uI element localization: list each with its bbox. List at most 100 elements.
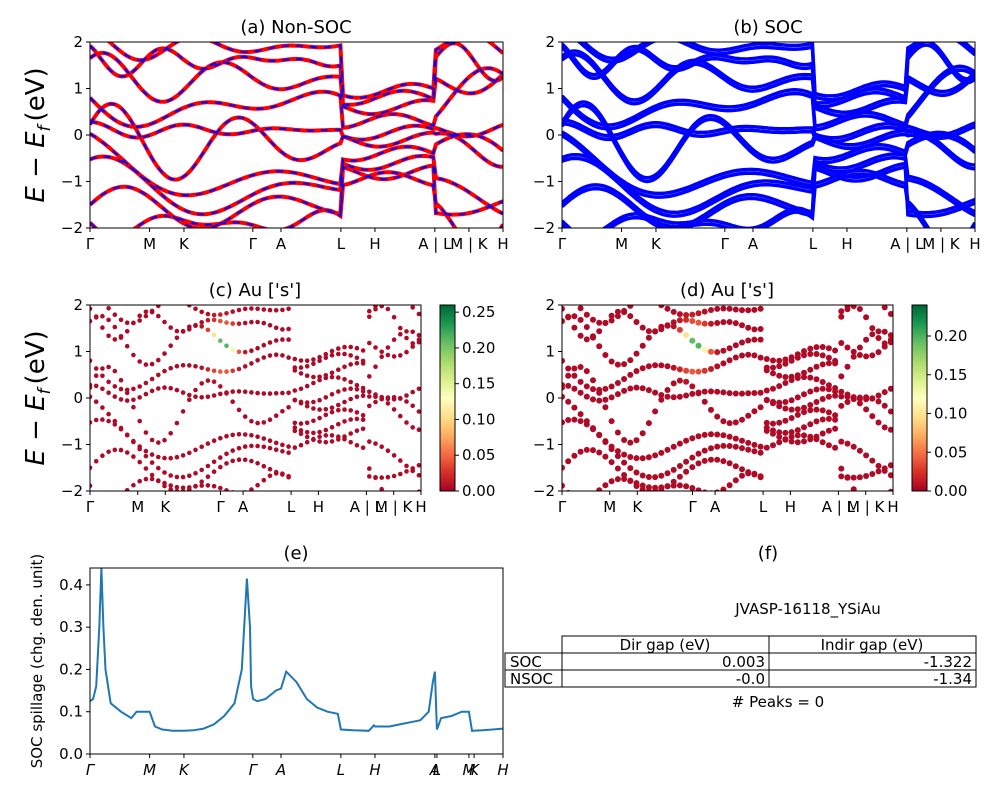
projection-point xyxy=(162,368,167,374)
colorbar-tick-label: 0.10 xyxy=(462,410,495,428)
projection-point xyxy=(645,363,652,370)
projection-point xyxy=(238,490,240,491)
panel-d-title: (d) Au ['s'] xyxy=(680,280,774,301)
projection-point xyxy=(379,475,385,480)
projection-point xyxy=(590,377,596,384)
projection-point xyxy=(261,342,267,348)
projection-point xyxy=(670,364,677,371)
projection-point xyxy=(174,328,180,334)
projection-point xyxy=(391,407,397,412)
projection-point xyxy=(106,411,111,417)
projection-point xyxy=(670,482,677,489)
projection-point xyxy=(100,405,105,410)
projection-point xyxy=(416,409,421,414)
projection-point xyxy=(813,436,820,443)
projection-point xyxy=(385,306,391,312)
projection-point xyxy=(137,418,142,424)
ytick-label: 0.0 xyxy=(59,745,83,763)
projection-point xyxy=(118,425,124,431)
projection-point xyxy=(156,440,161,445)
projection-point xyxy=(230,458,235,464)
projection-point xyxy=(745,351,752,358)
projection-point xyxy=(819,361,826,368)
band-line xyxy=(562,165,975,228)
projection-point xyxy=(292,356,298,362)
xtick-label: L xyxy=(287,498,296,516)
projection-point xyxy=(199,479,204,485)
projection-point xyxy=(757,443,764,450)
projection-point xyxy=(298,431,304,437)
projection-point xyxy=(887,311,893,317)
projection-point xyxy=(354,410,360,415)
projection-point xyxy=(801,374,807,381)
xtick-label: Γ xyxy=(721,235,730,253)
projection-point xyxy=(131,482,136,488)
projection-point xyxy=(286,337,291,342)
projection-point xyxy=(224,451,229,457)
projection-point xyxy=(174,420,180,426)
projection-point xyxy=(602,352,609,358)
projection-point xyxy=(280,327,285,332)
projection-point xyxy=(280,337,285,342)
projection-point xyxy=(156,357,161,363)
projection-point xyxy=(385,448,391,454)
projection-point xyxy=(745,446,752,453)
projection-point xyxy=(367,314,372,320)
projection-point xyxy=(329,392,335,397)
projection-point xyxy=(304,420,310,426)
projection-point xyxy=(807,407,814,414)
projection-point xyxy=(875,335,882,341)
projection-point xyxy=(695,487,702,491)
projection-point xyxy=(292,397,298,403)
projection-point xyxy=(825,409,832,416)
projection-point xyxy=(329,370,335,376)
projection-point xyxy=(367,308,372,314)
colorbar-tick-label: 0.15 xyxy=(462,375,495,393)
projection-point xyxy=(562,482,565,489)
projection-point xyxy=(658,392,665,398)
ytick-label: −2 xyxy=(61,219,83,237)
projection-point xyxy=(261,444,267,450)
projection-point xyxy=(255,306,260,312)
xtick-label: H xyxy=(415,498,426,516)
projection-point xyxy=(360,445,366,451)
projection-point xyxy=(391,473,397,479)
projection-point xyxy=(614,476,621,483)
projection-point xyxy=(211,368,217,374)
projection-point xyxy=(683,312,690,318)
colorbar-tick-label: 0.00 xyxy=(462,482,495,500)
projection-point xyxy=(255,434,260,440)
projection-point xyxy=(608,383,615,390)
projection-point xyxy=(757,389,764,396)
xtick-label: A xyxy=(276,235,287,253)
projection-point xyxy=(348,439,354,445)
projection-point xyxy=(267,417,273,423)
projection-point xyxy=(602,438,609,445)
xtick-label: H xyxy=(887,498,898,516)
projection-point xyxy=(763,419,770,426)
projection-point xyxy=(392,294,397,299)
panel-e-spillage xyxy=(90,568,503,732)
xtick-label: Γ xyxy=(216,498,225,516)
projection-point xyxy=(199,365,204,371)
projection-point xyxy=(584,496,590,502)
projection-point xyxy=(633,437,640,444)
projection-point xyxy=(118,377,124,383)
projection-point xyxy=(825,345,832,352)
projection-point xyxy=(776,399,783,406)
projection-point xyxy=(739,472,745,479)
projection-point xyxy=(739,445,745,452)
projection-point xyxy=(386,296,391,301)
projection-point xyxy=(794,411,801,418)
projection-point xyxy=(342,351,347,357)
projection-point xyxy=(887,332,893,339)
xtick-label: K xyxy=(160,498,171,516)
projection-point xyxy=(118,397,124,402)
projection-point xyxy=(590,492,596,498)
projection-point xyxy=(249,433,254,438)
projection-point xyxy=(794,427,801,434)
xtick-label: L xyxy=(337,761,345,779)
projection-point xyxy=(571,324,578,331)
projection-point xyxy=(763,364,770,371)
projection-point xyxy=(273,352,279,358)
